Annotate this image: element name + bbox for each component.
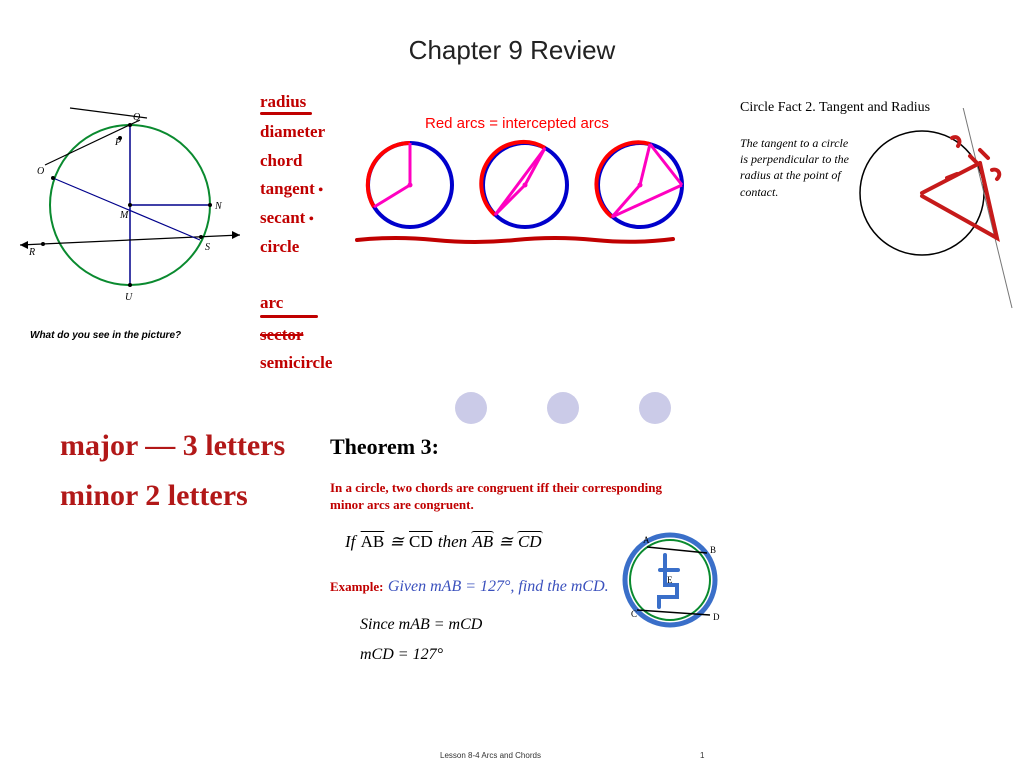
vocab-chord: chord	[260, 149, 332, 173]
dot-4	[593, 392, 625, 424]
vocab-list: radius diameter chord tangent secant cir…	[260, 90, 332, 375]
arcs-title: Red arcs = intercepted arcs	[425, 115, 609, 132]
fact-diagram	[852, 108, 1024, 318]
svg-text:D: D	[713, 612, 720, 622]
pager-dots	[455, 392, 671, 424]
svg-text:O: O	[37, 166, 44, 177]
arc-circle-3	[590, 135, 690, 235]
svg-text:Q: Q	[133, 112, 141, 123]
vocab-tangent: tangent	[260, 177, 332, 201]
svg-text:major — 3 letters: major — 3 letters	[60, 429, 285, 462]
svg-text:P: P	[114, 137, 121, 148]
arc-circle-1	[360, 135, 460, 235]
dot-5	[639, 392, 671, 424]
handwriting-major-minor: major — 3 letters minor 2 letters	[60, 420, 330, 540]
circle-parts-diagram: Q P O M N R S U	[15, 100, 245, 325]
svg-text:C: C	[631, 609, 637, 619]
svg-text:N: N	[214, 201, 223, 212]
svg-text:A: A	[643, 535, 650, 545]
svg-text:minor 2 letters: minor 2 letters	[60, 479, 248, 512]
dot-1	[455, 392, 487, 424]
vocab-secant: secant	[260, 206, 332, 230]
solution-line-2: mCD = 127°	[360, 640, 780, 670]
dot-3	[547, 392, 579, 424]
circle-diagram-caption: What do you see in the picture?	[30, 330, 181, 341]
fact-text: The tangent to a circle is perpendicular…	[740, 135, 850, 200]
svg-text:S: S	[205, 242, 210, 253]
vocab-semicircle: semicircle	[260, 351, 332, 375]
vocab-sector: sector	[260, 323, 332, 347]
theorem-heading: Theorem 3:	[330, 434, 780, 460]
footer-text: Lesson 8-4 Arcs and Chords	[440, 751, 541, 760]
example-text: Given mAB = 127°, find the mCD.	[388, 578, 609, 595]
theorem-statement: In a circle, two chords are congruent if…	[330, 480, 690, 514]
svg-text:U: U	[125, 292, 133, 303]
example-label: Example:	[330, 579, 383, 594]
svg-text:R: R	[28, 247, 35, 258]
vocab-circle: circle	[260, 235, 332, 259]
svg-text:M: M	[119, 210, 129, 221]
dot-2	[501, 392, 533, 424]
arc-circle-2	[475, 135, 575, 235]
chord-diagram: A B C D E	[615, 525, 730, 635]
svg-text:B: B	[710, 545, 716, 555]
arcs-row	[360, 135, 690, 235]
vocab-diameter: diameter	[260, 120, 332, 144]
footer-page-num: 1	[700, 751, 704, 760]
arcs-underline	[355, 234, 675, 246]
vocab-arc: arc	[260, 291, 332, 318]
vocab-radius: radius	[260, 90, 332, 115]
page-title: Chapter 9 Review	[409, 35, 616, 66]
